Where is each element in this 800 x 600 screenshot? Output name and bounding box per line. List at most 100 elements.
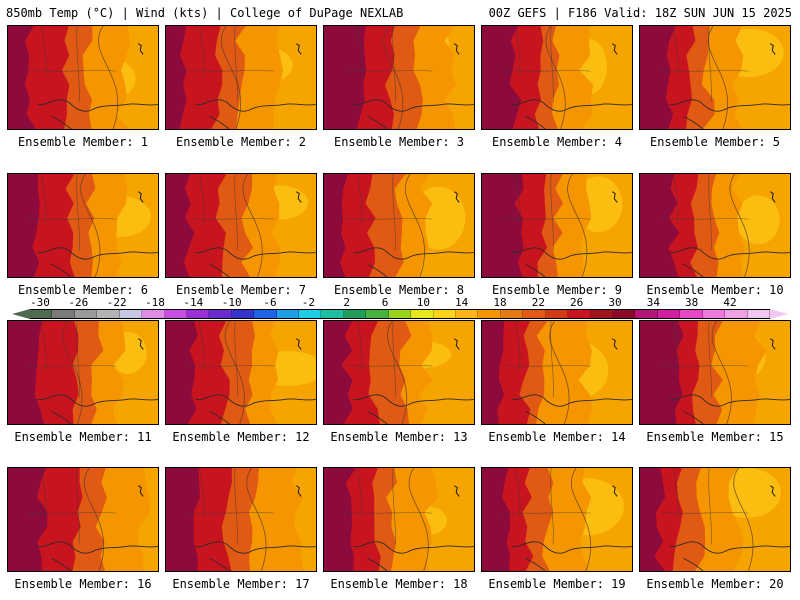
ensemble-member-label: Ensemble Member: 18 — [330, 577, 468, 591]
state-borders — [343, 321, 433, 398]
lake-outline — [137, 338, 144, 350]
colorbar-segment — [276, 310, 300, 318]
state-borders — [343, 26, 433, 103]
lake-outline — [453, 338, 460, 350]
header-left-title: 850mb Temp (°C) | Wind (kts) | College o… — [6, 6, 404, 20]
ensemble-member-map — [323, 320, 475, 425]
colorbar-labels: -30 -26 -22 -18 -14 -10 -6 -2 2 6 10 14 18 22 26 30 34 38… — [0, 296, 800, 309]
height-contour — [80, 174, 101, 277]
hot-temperature-band — [8, 321, 44, 424]
temperature-map — [324, 468, 474, 571]
temperature-map — [482, 26, 632, 129]
colorbar-tick-label: 14 — [455, 296, 469, 309]
state-borders — [659, 321, 749, 398]
hot-temperature-band — [324, 26, 367, 129]
coastline — [353, 541, 474, 554]
lake-outline — [769, 485, 776, 497]
ensemble-member-label: Ensemble Member: 3 — [333, 135, 465, 149]
hot-temperature-band — [640, 26, 676, 129]
colorbar-segment — [97, 310, 120, 318]
coastline — [195, 99, 316, 112]
colorbar-segment — [523, 310, 546, 318]
colorbar-segment — [612, 310, 636, 318]
temperature-map — [324, 321, 474, 424]
gulf-coast-line — [51, 410, 72, 424]
colorbar-segment — [30, 310, 53, 318]
state-borders — [659, 26, 749, 103]
header: 850mb Temp (°C) | Wind (kts) | College o… — [0, 0, 800, 24]
temperature-map — [324, 26, 474, 129]
hot-temperature-band — [482, 468, 511, 571]
height-contour — [729, 174, 750, 277]
coastline — [669, 99, 790, 112]
temperature-map — [166, 174, 316, 277]
coastline — [195, 541, 316, 554]
temperature-map — [482, 468, 632, 571]
height-contour — [733, 468, 754, 571]
colorbar-segment — [343, 310, 367, 318]
temperature-map — [640, 468, 790, 571]
ensemble-member-map — [7, 173, 159, 278]
colorbar-right-arrow — [770, 309, 788, 319]
colorbar-strip — [30, 309, 770, 319]
gulf-coast-line — [367, 263, 388, 277]
colorbar-segment — [164, 310, 187, 318]
height-contour — [404, 174, 425, 277]
height-contour — [571, 468, 592, 571]
temperature-map — [8, 468, 158, 571]
hot-temperature-band — [166, 174, 195, 277]
colorbar-segment — [366, 310, 389, 318]
ensemble-member-label: Ensemble Member: 20 — [646, 577, 784, 591]
ensemble-member-label: Ensemble Member: 16 — [14, 577, 152, 591]
colorbar-tick-label: 10 — [416, 296, 430, 309]
state-borders — [27, 174, 117, 251]
coastline — [669, 394, 790, 407]
hot-temperature-band — [640, 321, 684, 424]
state-borders — [27, 26, 117, 103]
coastline — [37, 541, 158, 554]
colorbar-segment — [52, 310, 75, 318]
ensemble-member-map — [165, 173, 317, 278]
coastline — [37, 394, 158, 407]
colorbar-tick-label: 26 — [570, 296, 584, 309]
gulf-coast-line — [683, 557, 704, 571]
ensemble-member-map — [639, 173, 791, 278]
colorbar-left-arrow — [12, 309, 30, 319]
ensemble-member-map — [481, 320, 633, 425]
height-contour — [383, 26, 404, 129]
height-contour — [549, 321, 570, 424]
colorbar-tick-label: -30 — [30, 296, 50, 309]
temperature-map — [166, 321, 316, 424]
state-borders — [659, 174, 749, 251]
ensemble-member-label: Ensemble Member: 1 — [17, 135, 149, 149]
state-borders — [185, 321, 275, 398]
colorbar-segment — [119, 310, 143, 318]
cooler-air-region — [736, 195, 780, 245]
colorbar-segment — [500, 310, 524, 318]
ensemble-member-map — [165, 25, 317, 130]
hot-temperature-band — [8, 26, 36, 129]
ensemble-member-map — [639, 320, 791, 425]
gulf-coast-line — [525, 410, 546, 424]
lake-outline — [453, 43, 460, 55]
temperature-map — [482, 174, 632, 277]
colorbar-segment — [254, 310, 277, 318]
state-borders — [659, 468, 749, 545]
hot-temperature-band — [640, 174, 680, 277]
colorbar-segment — [388, 310, 412, 318]
lake-outline — [611, 485, 618, 497]
temperature-map — [8, 174, 158, 277]
ensemble-member-label: Ensemble Member: 11 — [14, 430, 152, 444]
gulf-coast-line — [209, 263, 230, 277]
gulf-coast-line — [367, 115, 388, 129]
ensemble-member-map — [7, 25, 159, 130]
state-borders — [27, 468, 117, 545]
ensemble-member-map — [639, 25, 791, 130]
lake-outline — [295, 191, 302, 203]
ensemble-member-label: Ensemble Member: 19 — [488, 577, 626, 591]
colorbar-segment — [635, 310, 658, 318]
ensemble-member-label: Ensemble Member: 15 — [646, 430, 784, 444]
colorbar-segment — [657, 310, 681, 318]
colorbar-segment — [478, 310, 501, 318]
ensemble-member-map — [323, 25, 475, 130]
